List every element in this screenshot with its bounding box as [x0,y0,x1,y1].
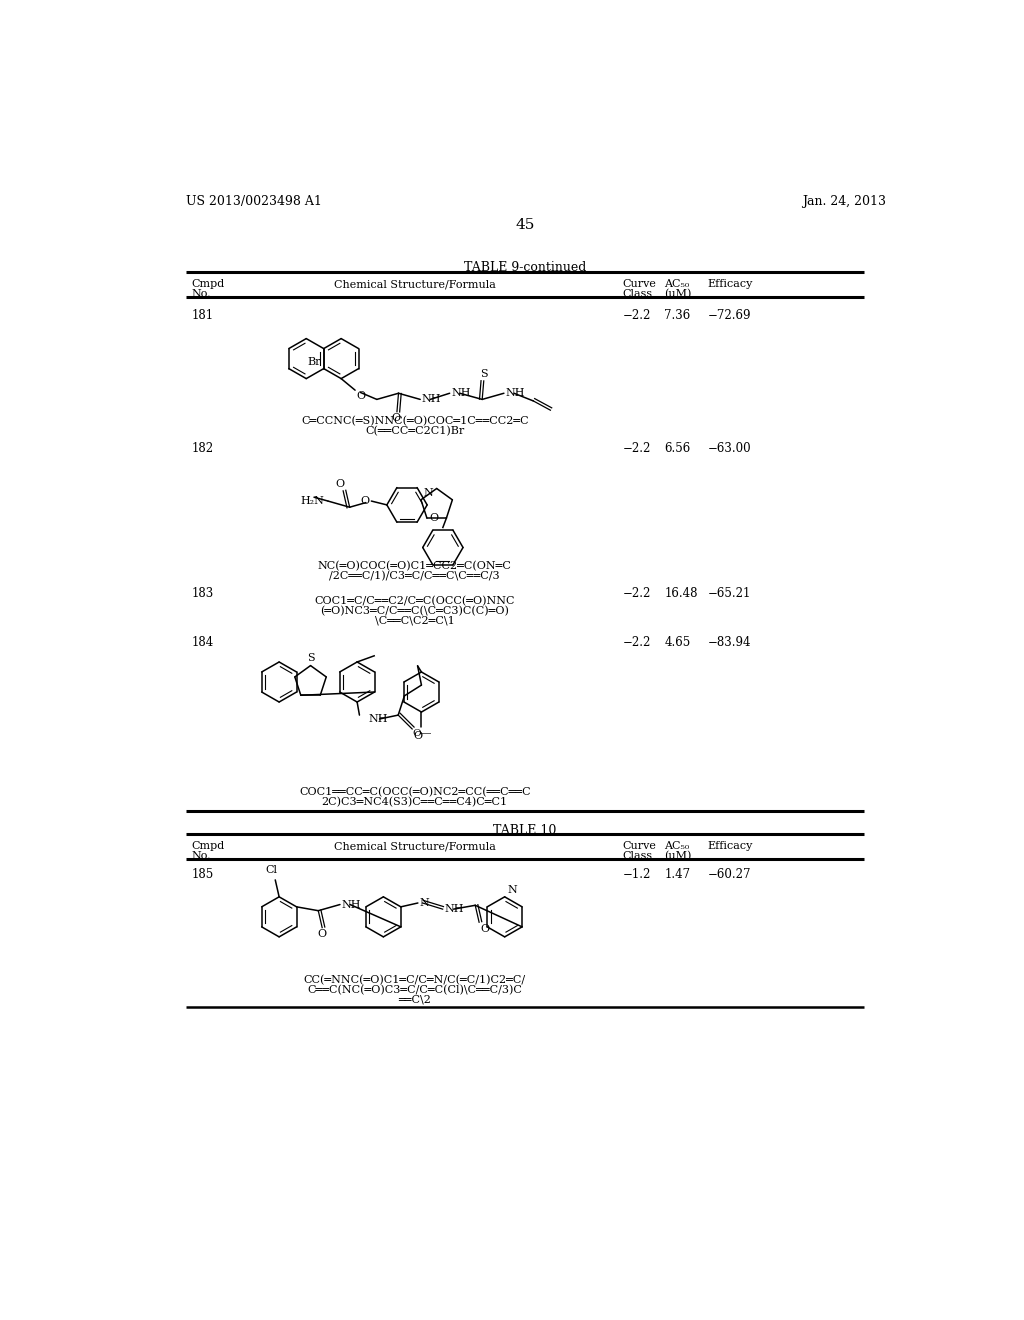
Text: No.: No. [191,850,211,861]
Text: −65.21: −65.21 [708,586,751,599]
Text: O: O [480,924,489,933]
Text: S: S [307,653,314,663]
Text: TABLE 9-continued: TABLE 9-continued [464,261,586,273]
Text: −2.2: −2.2 [623,309,651,322]
Text: Jan. 24, 2013: Jan. 24, 2013 [802,195,886,209]
Text: (═O)NC3═C/C══C(\C═C3)C(C)═O): (═O)NC3═C/C══C(\C═C3)C(C)═O) [321,606,509,616]
Text: Chemical Structure/Formula: Chemical Structure/Formula [334,280,496,289]
Text: No.: No. [191,289,211,298]
Text: 6.56: 6.56 [665,442,690,455]
Text: 185: 185 [191,869,214,882]
Text: NH: NH [369,714,388,723]
Text: Efficacy: Efficacy [708,280,753,289]
Text: 16.48: 16.48 [665,586,697,599]
Text: −63.00: −63.00 [708,442,752,455]
Text: N: N [507,886,517,895]
Text: H₂N: H₂N [300,496,324,506]
Text: COC1══CC═C(OCC(═O)NC2═CC(══C══C: COC1══CC═C(OCC(═O)NC2═CC(══C══C [299,787,530,797]
Text: 183: 183 [191,586,214,599]
Text: NH: NH [444,904,464,915]
Text: N: N [420,898,429,908]
Text: AC₅₀: AC₅₀ [665,280,689,289]
Text: TABLE 10: TABLE 10 [494,824,556,837]
Text: Br: Br [307,358,321,367]
Text: O: O [360,496,370,506]
Text: Class: Class [623,289,652,298]
Text: NH: NH [422,395,441,404]
Text: −2.2: −2.2 [623,442,651,455]
Text: US 2013/0023498 A1: US 2013/0023498 A1 [186,195,322,209]
Text: Efficacy: Efficacy [708,841,753,851]
Text: COC1═C/C══C2/C═C(OCC(═O)NNC: COC1═C/C══C2/C═C(OCC(═O)NNC [314,595,515,606]
Text: Cmpd: Cmpd [191,841,225,851]
Text: O: O [391,413,400,424]
Text: O: O [317,929,327,939]
Text: O: O [414,730,423,741]
Text: Class: Class [623,850,652,861]
Text: 7.36: 7.36 [665,309,690,322]
Text: −60.27: −60.27 [708,869,752,882]
Text: Curve: Curve [623,280,656,289]
Text: (μM): (μM) [665,850,691,861]
Text: O: O [356,391,365,401]
Text: N: N [423,488,433,498]
Text: \C══C\C2═C\1: \C══C\C2═C\1 [375,615,455,626]
Text: 1.47: 1.47 [665,869,690,882]
Text: O―: O― [412,729,431,738]
Text: AC₅₀: AC₅₀ [665,841,689,851]
Text: /2C══C/1)/C3═C/C══C\C══C/3: /2C══C/1)/C3═C/C══C\C══C/3 [330,572,500,581]
Text: NH: NH [342,899,361,909]
Text: −2.2: −2.2 [623,586,651,599]
Text: S: S [480,370,487,379]
Text: C═CCNC(═S)NNC(═O)COC═1C══CC2═C: C═CCNC(═S)NNC(═O)COC═1C══CC2═C [301,416,528,426]
Text: CC(═NNC(═O)C1═C/C═N/C(═C/1)C2═C/: CC(═NNC(═O)C1═C/C═N/C(═C/1)C2═C/ [304,974,525,985]
Text: −72.69: −72.69 [708,309,752,322]
Text: NH: NH [506,388,525,399]
Text: C══C(NC(═O)C3═C/C═C(Cl)\C══C/3)C: C══C(NC(═O)C3═C/C═C(Cl)\C══C/3)C [307,985,522,995]
Text: 184: 184 [191,636,214,649]
Text: Curve: Curve [623,841,656,851]
Text: Cmpd: Cmpd [191,280,225,289]
Text: O: O [429,513,438,523]
Text: O: O [335,479,344,488]
Text: Chemical Structure/Formula: Chemical Structure/Formula [334,841,496,851]
Text: 2C)C3═NC4(S3)C══C══C4)C═C1: 2C)C3═NC4(S3)C══C══C4)C═C1 [322,797,508,807]
Text: 4.65: 4.65 [665,636,690,649]
Text: 182: 182 [191,442,214,455]
Text: NC(═O)COC(═O)C1═CC2═C(ON═C: NC(═O)COC(═O)C1═CC2═C(ON═C [317,561,512,572]
Text: ══C\2: ══C\2 [398,995,431,1005]
Text: −1.2: −1.2 [623,869,651,882]
Text: −2.2: −2.2 [623,636,651,649]
Text: C(══CC═C2C1)Br: C(══CC═C2C1)Br [366,426,464,437]
Text: 181: 181 [191,309,214,322]
Text: NH: NH [452,388,471,399]
Text: (μM): (μM) [665,289,691,300]
Text: Cl: Cl [265,866,278,875]
Text: −83.94: −83.94 [708,636,752,649]
Text: 45: 45 [515,218,535,232]
